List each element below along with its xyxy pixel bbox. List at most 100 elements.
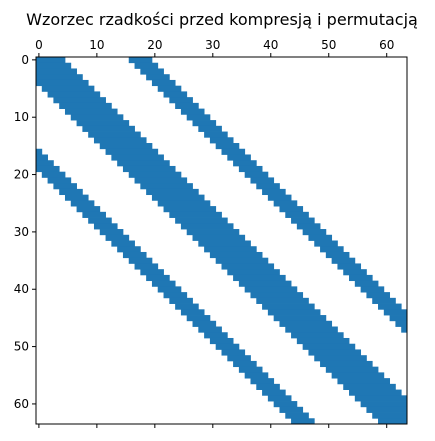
nonzero-run xyxy=(308,349,362,356)
nonzero-run xyxy=(47,177,72,184)
nonzero-run xyxy=(64,194,89,201)
nonzero-run xyxy=(128,171,182,178)
nonzero-run xyxy=(175,102,199,110)
nonzero-run xyxy=(383,309,408,316)
nonzero-run xyxy=(192,234,246,241)
nonzero-run xyxy=(238,280,292,287)
x-tick-label: 60 xyxy=(379,38,394,52)
nonzero-run xyxy=(157,85,182,92)
nonzero-run xyxy=(267,194,292,201)
nonzero-run xyxy=(262,389,286,396)
nonzero-run xyxy=(395,320,408,327)
y-tick-label: 0 xyxy=(21,53,29,67)
x-tick-label: 20 xyxy=(147,38,162,52)
nonzero-run xyxy=(273,200,298,207)
nonzero-run xyxy=(378,418,408,425)
nonzero-run xyxy=(105,148,159,155)
nonzero-run xyxy=(53,183,77,190)
nonzero-run xyxy=(186,114,211,121)
nonzero-run xyxy=(53,97,106,104)
nonzero-run xyxy=(151,280,176,287)
nonzero-run xyxy=(314,355,367,362)
nonzero-run xyxy=(64,108,118,115)
nonzero-run xyxy=(41,171,66,178)
y-tick-label: 10 xyxy=(14,110,29,124)
x-tick-label: 40 xyxy=(263,38,278,52)
nonzero-run xyxy=(180,309,205,316)
nonzero-run xyxy=(186,229,240,236)
nonzero-run xyxy=(291,418,315,425)
nonzero-run xyxy=(192,320,217,327)
nonzero-run xyxy=(140,269,164,276)
nonzero-run xyxy=(244,171,269,178)
y-ticks: 0 10 20 30 40 50 60 xyxy=(14,53,36,411)
nonzero-run xyxy=(354,280,379,287)
nonzero-run xyxy=(227,355,251,362)
nonzero-run xyxy=(59,188,83,196)
nonzero-run xyxy=(36,79,89,87)
x-tick-label: 30 xyxy=(205,38,220,52)
nonzero-run xyxy=(128,57,153,64)
nonzero-run xyxy=(285,211,309,218)
nonzero-run xyxy=(88,131,141,138)
nonzero-run xyxy=(36,160,54,167)
nonzero-run xyxy=(169,297,193,304)
nonzero-run xyxy=(198,240,251,247)
nonzero-run xyxy=(99,229,124,236)
nonzero-run xyxy=(372,412,408,419)
y-tick-label: 40 xyxy=(14,282,29,296)
nonzero-run xyxy=(366,406,408,413)
nonzero-run xyxy=(227,269,280,276)
nonzero-run xyxy=(36,165,60,173)
nonzero-run xyxy=(256,383,280,390)
nonzero-run xyxy=(146,188,199,196)
nonzero-run xyxy=(366,292,391,299)
nonzero-run xyxy=(82,125,135,132)
nonzero-run xyxy=(146,274,170,282)
nonzero-run xyxy=(36,148,43,155)
nonzero-run xyxy=(279,206,304,213)
nonzero-run xyxy=(36,74,83,81)
nonzero-run xyxy=(233,274,286,282)
nonzero-run xyxy=(325,251,350,259)
nonzero-run xyxy=(267,395,292,402)
nonzero-run xyxy=(331,372,385,379)
nonzero-run xyxy=(163,206,217,213)
nonzero-run xyxy=(221,349,246,356)
nonzero-run xyxy=(163,292,188,299)
nonzero-run xyxy=(157,286,182,293)
nonzero-run xyxy=(238,165,263,173)
nonzero-run xyxy=(244,286,298,293)
nonzero-run xyxy=(82,211,106,218)
nonzero-run xyxy=(76,120,130,127)
nonzero-run xyxy=(215,257,269,264)
nonzero-run xyxy=(354,395,408,402)
nonzero-run xyxy=(93,223,118,230)
nonzero-run xyxy=(93,137,147,144)
nonzero-run xyxy=(209,251,263,259)
nonzero-run xyxy=(36,62,72,69)
nonzero-run xyxy=(151,79,176,87)
nonzero-run xyxy=(215,143,240,150)
nonzero-run xyxy=(204,246,257,253)
nonzero-run xyxy=(302,343,356,350)
nonzero-run xyxy=(47,91,101,98)
nonzero-run xyxy=(320,360,373,368)
nonzero-run xyxy=(151,194,205,201)
nonzero-run xyxy=(389,315,408,322)
nonzero-run xyxy=(76,206,101,213)
nonzero-run xyxy=(163,91,188,98)
nonzero-run xyxy=(320,246,344,253)
nonzero-run xyxy=(262,188,286,196)
nonzero-run xyxy=(256,183,280,190)
nonzero-run xyxy=(343,269,367,276)
nonzero-run xyxy=(180,223,234,230)
nonzero-run xyxy=(146,74,170,81)
nonzero-run xyxy=(256,297,309,304)
nonzero-run xyxy=(70,200,95,207)
nonzero-run xyxy=(221,148,246,155)
nonzero-run xyxy=(128,257,153,264)
nonzero-run xyxy=(250,292,304,299)
nonzero-cells xyxy=(36,57,408,425)
nonzero-run xyxy=(198,326,222,333)
